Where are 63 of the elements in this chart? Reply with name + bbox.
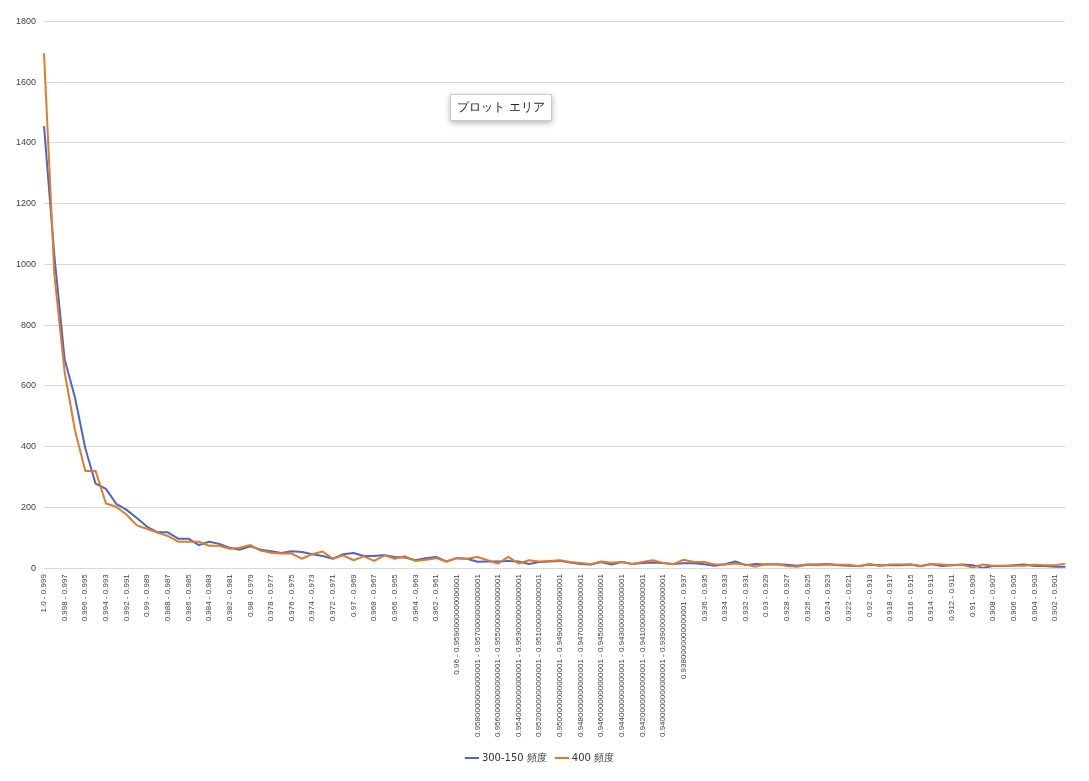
x-tick-label: 0.988 - 0.987	[163, 573, 173, 622]
x-tick-label: 0.964 - 0.963	[410, 573, 420, 622]
x-tick-label: 0.902 - 0.901	[1050, 573, 1060, 622]
y-tick-label: 1000	[15, 258, 37, 269]
x-tick-label: 0.976 - 0.975	[286, 573, 296, 622]
y-tick-label: 400	[20, 441, 37, 452]
x-tick-label: 0.9380000000000001 - 0.937	[678, 573, 688, 680]
x-tick-label: 0.98 - 0.979	[245, 573, 255, 617]
x-tick-label: 0.928 - 0.927	[782, 573, 792, 622]
legend-label: 400 頻度	[571, 751, 615, 763]
x-tick-label: 0.9400000000000001 - 0.9390000000000001	[658, 573, 668, 737]
y-tick-label: 800	[20, 319, 37, 330]
x-tick-label: 0.972 - 0.971	[328, 573, 338, 622]
x-tick-label: 0.962 - 0.961	[431, 573, 441, 622]
x-tick-label: 0.974 - 0.973	[307, 573, 317, 622]
y-tick-label: 1200	[15, 198, 37, 209]
x-tick-label: 0.982 - 0.981	[224, 573, 234, 622]
x-tick-label: 0.918 - 0.917	[885, 573, 895, 622]
x-tick-label: 0.99 - 0.989	[142, 573, 152, 617]
x-tick-label: 0.986 - 0.985	[183, 573, 193, 622]
x-tick-label: 0.9560000000000001 - 0.9550000000000001	[493, 573, 503, 737]
x-tick-label: 0.978 - 0.977	[266, 573, 276, 622]
y-tick-label: 1800	[15, 15, 37, 26]
x-tick-label: 0.93 - 0.929	[761, 573, 771, 617]
y-tick-label: 0	[31, 562, 37, 573]
x-tick-label: 0.9420000000000001 - 0.9410000000000001	[637, 573, 647, 737]
x-tick-label: 0.908 - 0.907	[988, 573, 998, 622]
x-tick-label: 0.968 - 0.967	[369, 573, 379, 622]
x-tick-label: 0.904 - 0.903	[1029, 573, 1039, 622]
x-tick-label: 0.9460000000000001 - 0.9450000000000001	[596, 573, 606, 737]
x-tick-label: 0.906 - 0.905	[1009, 573, 1019, 622]
x-tick-label: 0.924 - 0.923	[823, 573, 833, 622]
x-tick-label: 0.996 - 0.995	[80, 573, 90, 622]
x-tick-label: 0.9580000000000001 - 0.9570000000000001	[472, 573, 482, 737]
x-tick-label: 0.936 - 0.935	[699, 573, 709, 622]
x-tick-label: 0.9480000000000001 - 0.9470000000000001	[575, 573, 585, 737]
x-tick-label: 0.914 - 0.913	[926, 573, 936, 622]
y-tick-label: 1400	[15, 137, 37, 148]
x-tick-label: 0.97 - 0.969	[348, 573, 358, 617]
x-tick-label: 0.992 - 0.991	[121, 573, 131, 622]
x-tick-label: 0.9440000000000001 - 0.9430000000000001	[616, 573, 626, 737]
x-tick-label: 0.9500000000000001 - 0.9490000000000001	[555, 573, 565, 737]
x-tick-label: 0.9520000000000001 - 0.9510000000000001	[534, 573, 544, 737]
x-tick-label: 0.932 - 0.931	[740, 573, 750, 622]
x-tick-label: 0.934 - 0.933	[720, 573, 730, 622]
x-tick-label: 0.926 - 0.925	[802, 573, 812, 622]
x-tick-label: 0.922 - 0.921	[843, 573, 853, 622]
x-tick-label: 0.91 - 0.909	[967, 573, 977, 617]
x-tick-label: 0.92 - 0.919	[864, 573, 874, 617]
x-tick-label: 0.998 - 0.997	[59, 573, 69, 622]
x-tick-label: 0.912 - 0.911	[947, 573, 957, 621]
y-tick-label: 1600	[15, 76, 37, 87]
y-tick-label: 600	[20, 380, 37, 391]
x-tick-label: 0.916 - 0.915	[905, 573, 915, 622]
x-tick-label: 0.966 - 0.965	[390, 573, 399, 622]
x-tick-label: 0.9540000000000001 - 0.9530000000000001	[513, 573, 523, 737]
x-tick-label: 1.0 - 0.999	[39, 573, 49, 613]
x-tick-label: 0.984 - 0.983	[204, 573, 214, 622]
x-tick-label: 0.994 - 0.993	[101, 573, 111, 622]
x-tick-label: 0.96 - 0.9590000000000001	[451, 573, 461, 675]
y-tick-label: 200	[20, 501, 37, 512]
legend-label: 300-150 頻度	[481, 751, 547, 763]
annotation: プロット エリア	[450, 94, 552, 121]
